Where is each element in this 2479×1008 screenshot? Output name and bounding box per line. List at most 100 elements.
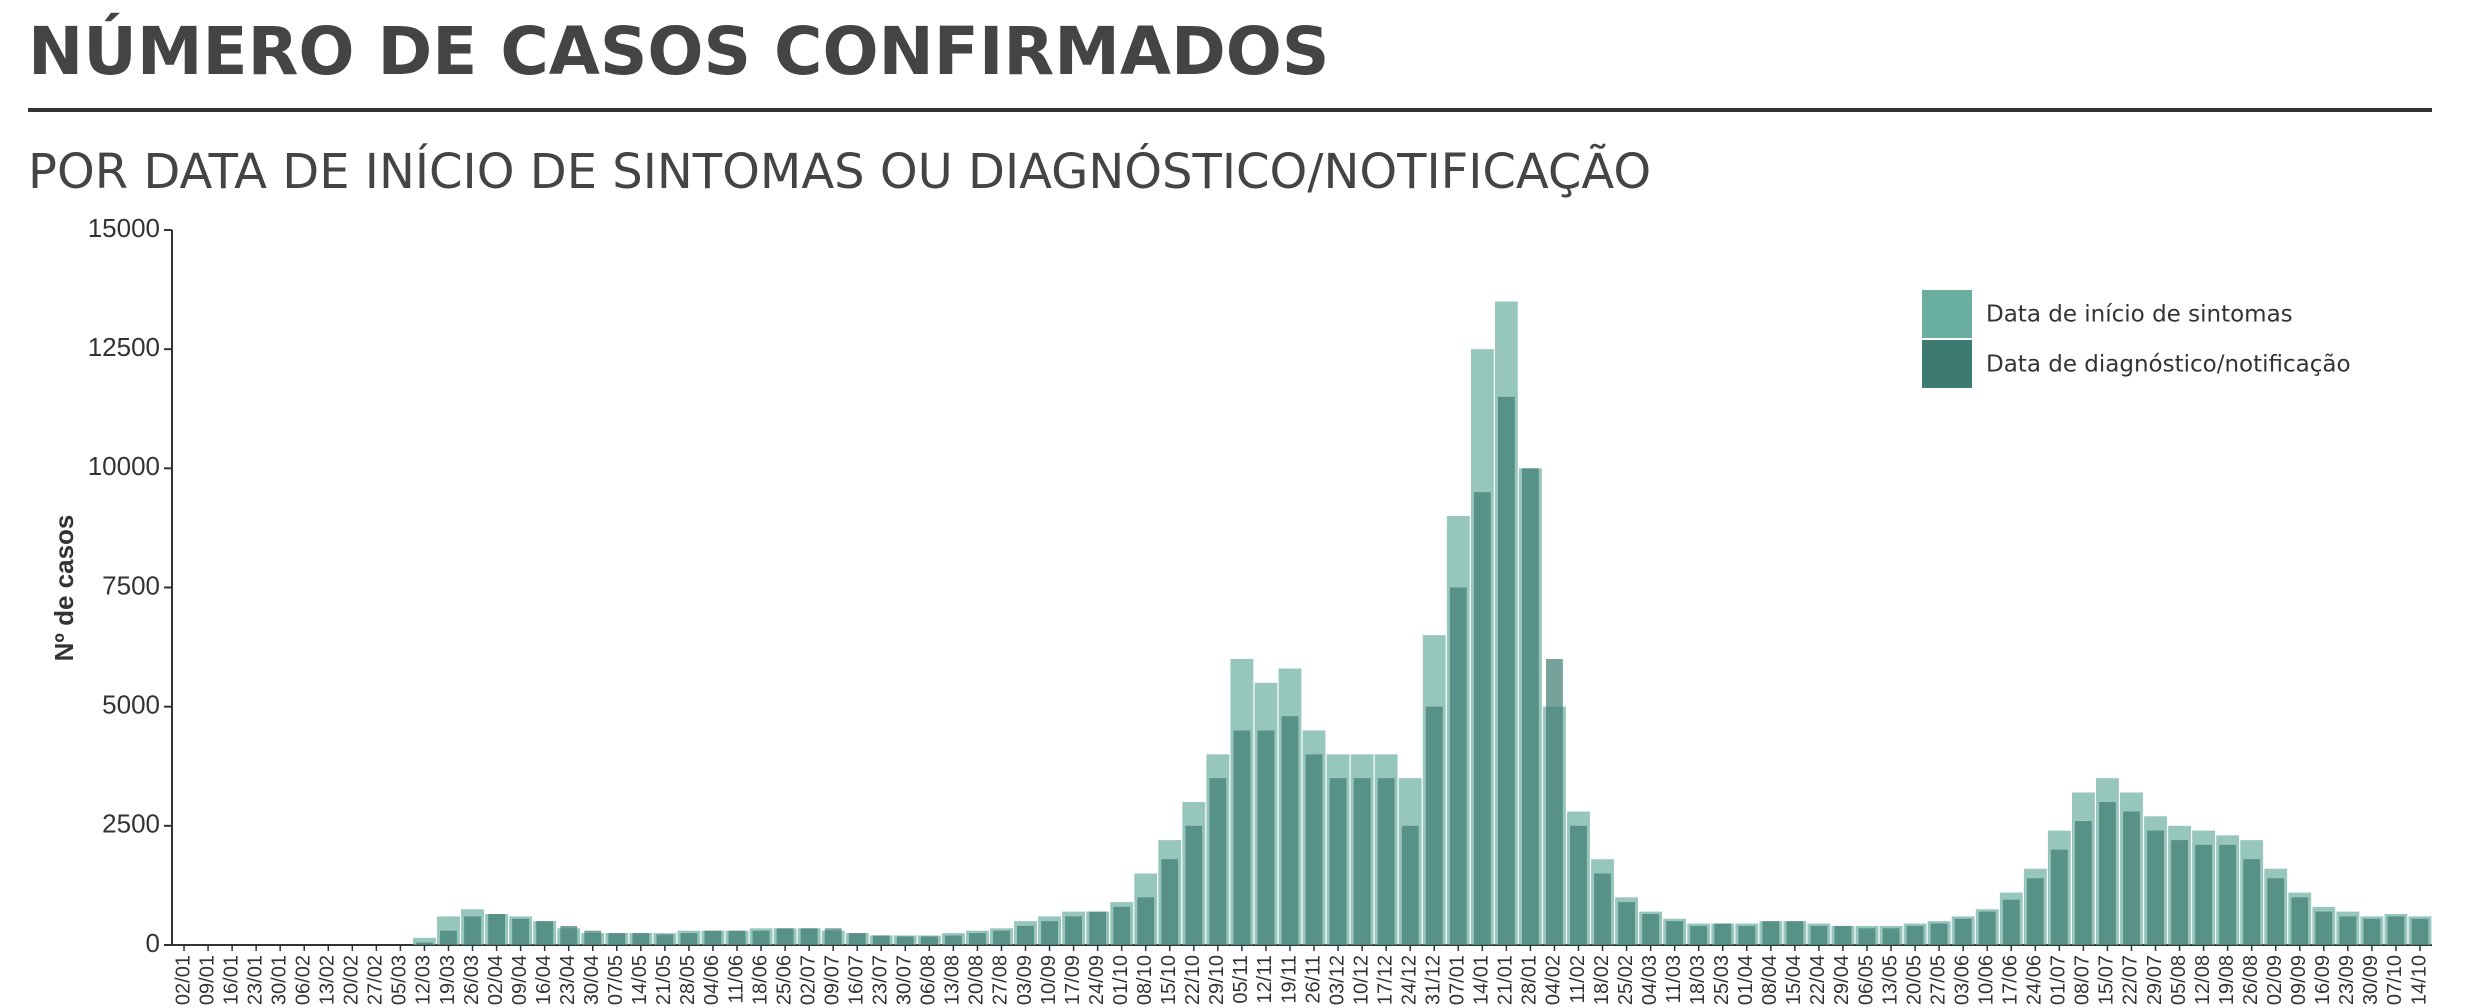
x-tick-label: 08/07 [2072,955,2094,1005]
x-tick-label: 30/07 [894,955,916,1005]
bar [1233,730,1251,945]
bar [1690,925,1708,945]
x-tick-label: 12/11 [1254,955,1276,1004]
bar [440,930,457,945]
x-tick-label: 11/03 [1663,955,1685,1004]
bar [1017,925,1034,945]
x-tick-label: 13/05 [1879,955,1901,1005]
x-tick-label: 04/02 [1543,955,1565,1005]
bar [1666,921,1684,945]
x-tick-label: 14/05 [629,955,651,1005]
bar [536,921,554,945]
bar [969,933,986,945]
legend-swatch [1922,290,1972,338]
x-tick-label: 30/04 [581,955,603,1005]
x-tick-label: 16/07 [845,955,867,1005]
x-tick-label: 11/06 [725,955,747,1004]
x-tick-label: 02/09 [2264,955,2286,1005]
bar [1473,492,1491,945]
x-tick-label: 13/08 [942,955,964,1005]
bar [1425,706,1443,945]
x-tick-label: 04/06 [701,955,723,1005]
bar [1449,587,1467,945]
x-tick-label: 29/10 [1206,955,1228,1005]
x-tick-label: 26/03 [461,955,483,1005]
x-tick-label: 10/09 [1038,955,1060,1005]
bar [848,933,866,945]
x-tick-label: 03/06 [1951,955,1973,1005]
bar [704,930,722,945]
bar [608,933,626,945]
x-tick-label: 21/01 [1495,955,1517,1005]
x-tick-label: 25/02 [1615,955,1637,1005]
x-tick-label: 30/01 [268,955,290,1005]
bar [1930,923,1948,945]
bar [2074,821,2092,945]
bar [2123,811,2140,945]
x-tick-label: 06/02 [293,955,315,1005]
x-tick-label: 23/04 [557,955,579,1005]
x-tick-label: 24/09 [1086,955,1108,1005]
x-tick-label: 27/08 [990,955,1012,1005]
x-tick-label: 08/10 [1134,955,1156,1005]
bar [1185,825,1203,945]
legend-swatch [1922,340,1972,388]
bar [1065,916,1083,945]
bar [1161,859,1179,945]
x-tick-label: 17/09 [1062,955,1084,1005]
bar [993,930,1010,945]
bar [1377,778,1395,945]
bar [1353,778,1371,945]
bar [1786,921,1804,945]
x-tick-label: 22/04 [1807,955,1829,1005]
x-tick-label: 02/01 [172,955,194,1005]
y-tick-label: 5000 [102,690,160,720]
bar [2026,878,2044,945]
bar [728,930,746,945]
x-tick-label: 23/07 [870,955,892,1005]
y-tick-label: 12500 [88,332,160,362]
chart-title: NÚMERO DE CASOS CONFIRMADOS [28,13,1329,90]
x-tick-label: 16/01 [220,955,242,1005]
x-tick-label: 18/02 [1591,955,1613,1005]
bar [896,936,914,945]
bar [1137,897,1155,945]
x-tick-label: 05/08 [2168,955,2190,1005]
bar [512,918,530,945]
bar [2315,911,2333,945]
x-tick-label: 01/10 [1110,955,1132,1005]
bar [413,937,436,945]
x-tick-label: 19/11 [1278,955,1300,1004]
bar [1714,923,1732,945]
bar [1882,928,1900,945]
x-tick-label: 08/04 [1759,955,1781,1005]
bar [2267,878,2285,945]
bar [2002,899,2020,945]
x-tick-label: 16/04 [533,955,555,1005]
x-tick-label: 16/09 [2312,955,2334,1005]
y-axis-label: Nº de casos [49,515,79,662]
bar [584,930,602,945]
bar [1401,825,1419,945]
bar [416,942,433,945]
x-tick-label: 17/12 [1374,955,1396,1005]
x-tick-label: 07/10 [2384,955,2406,1005]
x-tick-label: 29/04 [1831,955,1853,1005]
x-tick-label: 07/01 [1447,955,1469,1005]
x-tick-label: 01/07 [2048,955,2070,1005]
x-tick-label: 02/07 [797,955,819,1005]
bar [1305,754,1323,945]
bar [2339,916,2357,945]
x-tick-label: 24/12 [1398,955,1420,1005]
bar [2195,844,2213,945]
x-tick-label: 14/01 [1471,955,1493,1005]
y-tick-label: 0 [146,928,160,958]
x-tick-label: 05/11 [1230,955,1252,1004]
bar [1642,914,1660,945]
x-tick-label: 05/03 [389,955,411,1005]
x-tick-label: 20/05 [1903,955,1925,1005]
bar [1281,716,1299,945]
x-tick-label: 03/09 [1014,955,1036,1005]
x-tick-label: 13/02 [317,955,339,1005]
bar [1329,778,1347,945]
